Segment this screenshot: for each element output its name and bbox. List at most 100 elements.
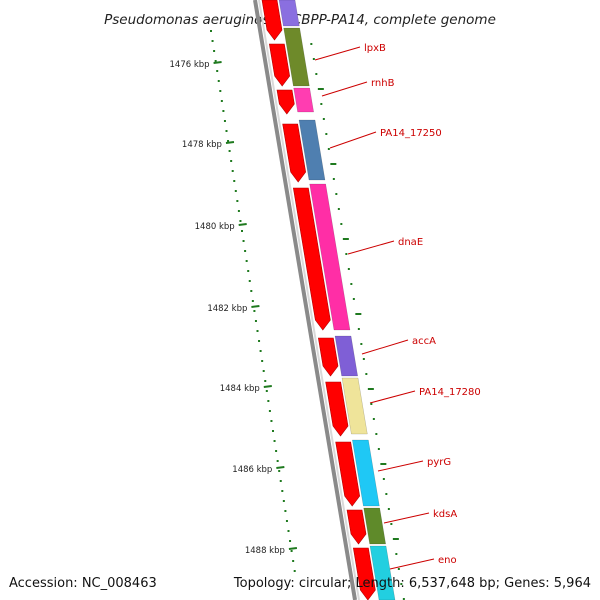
gene-label: kdsA	[433, 509, 457, 520]
cds-arrow	[261, 0, 283, 41]
gc-dot	[293, 570, 296, 572]
cds-arrow	[352, 547, 376, 600]
cds-arrow	[346, 509, 367, 545]
gene-label: lpxB	[364, 43, 386, 54]
ruler-label: 1488 kbp	[245, 546, 285, 556]
ruler-label: 1476 kbp	[170, 60, 210, 70]
gc-dot	[265, 390, 268, 392]
ruler-tick	[276, 466, 285, 469]
gene-block	[283, 27, 310, 87]
gc-dot	[284, 510, 287, 512]
gene-leader-line	[321, 81, 368, 97]
gc-dot	[261, 360, 264, 362]
genome-summary: Topology: circular; Length: 6,537,648 bp…	[233, 576, 591, 591]
gc-dot	[275, 450, 278, 452]
gc-dot	[230, 160, 233, 162]
ruler-label: 1482 kbp	[207, 304, 247, 314]
gc-dot	[234, 190, 237, 192]
gc-dot	[292, 560, 295, 562]
ruler-tick	[288, 547, 298, 550]
gene-block	[298, 119, 326, 181]
gene-leader-line	[347, 240, 395, 255]
gc-dot	[214, 60, 217, 62]
gc-dot	[219, 90, 222, 92]
gene-leader-line	[389, 558, 435, 570]
gc-dot	[287, 530, 290, 532]
gc-dot	[236, 200, 239, 202]
gc-dot	[282, 500, 285, 502]
gc-dot	[211, 40, 214, 42]
gc-dot	[285, 520, 288, 522]
cds-arrow	[292, 187, 331, 331]
gene-label: rnhB	[371, 78, 395, 89]
gene-leader-line	[383, 512, 430, 524]
gc-dot	[281, 490, 284, 492]
gc-dot	[276, 460, 279, 462]
ruler-tick	[213, 61, 222, 64]
gc-dot	[258, 340, 261, 342]
cds-arrow	[325, 381, 349, 437]
cds-arrow	[276, 89, 295, 115]
gc-dot	[239, 220, 242, 222]
ruler-tick	[251, 305, 260, 308]
ruler-label: 1486 kbp	[232, 465, 272, 475]
gene-block	[352, 439, 380, 507]
accession-label: Accession: NC_008463	[9, 576, 157, 591]
gene-label: dnaE	[398, 237, 423, 248]
gene-labels: lpxB rnhB PA14_17250 dnaE accA PA14_17280 pyrG…	[314, 43, 481, 570]
gc-dot	[242, 240, 245, 242]
gc-dot	[256, 330, 259, 332]
gene-block	[309, 183, 351, 331]
gc-dot	[267, 400, 270, 402]
gc-dot	[264, 380, 267, 382]
gc-dot-track	[210, 30, 296, 572]
gc-dot	[253, 310, 256, 312]
gc-dot	[241, 230, 243, 232]
gene-feature-track	[278, 0, 396, 600]
gene-block	[334, 335, 358, 377]
gc-dot	[213, 50, 216, 52]
gc-dot	[248, 280, 251, 282]
gene-label: eno	[438, 555, 457, 566]
backbone-line	[253, 0, 357, 600]
gc-dot	[251, 300, 254, 302]
gene-block	[293, 87, 314, 113]
gene-label: PA14_17250	[380, 128, 442, 139]
ruler-tick	[263, 385, 272, 388]
gc-dot	[223, 120, 226, 122]
gene-leader-line	[361, 339, 409, 355]
gene-leader-line	[329, 131, 377, 149]
gene-leader-line	[314, 46, 361, 61]
gc-dot	[279, 480, 282, 482]
gc-dot	[262, 370, 265, 372]
gc-dot	[290, 550, 293, 552]
ruler: 1476 kbp 1478 kbp 1480 kbp 1482 kbp 1484 kbp…	[170, 60, 298, 556]
gc-dot	[217, 80, 220, 82]
gc-dot	[222, 110, 225, 112]
gc-dot	[244, 250, 247, 252]
cds-arrow	[268, 43, 290, 87]
gene-leader-line	[369, 390, 416, 404]
gene-block	[278, 0, 300, 27]
gc-dot	[289, 540, 292, 542]
gc-dot	[259, 350, 262, 352]
gc-dot	[270, 420, 273, 422]
gc-dot	[245, 260, 248, 262]
cds-arrow	[282, 123, 306, 183]
gc-dot	[268, 410, 271, 412]
gc-dot	[216, 70, 219, 72]
gene-block	[341, 377, 368, 435]
gc-dot	[247, 270, 250, 272]
gene-label: accA	[412, 336, 436, 347]
gc-dot	[237, 210, 240, 212]
gene-block	[369, 545, 396, 600]
gc-dot	[228, 150, 231, 152]
gc-dot	[278, 470, 281, 472]
ruler-label: 1480 kbp	[195, 222, 235, 232]
gc-dot	[272, 430, 274, 432]
ruler-label: 1484 kbp	[220, 384, 260, 394]
cds-strand-track	[261, 0, 376, 600]
cds-arrow	[317, 337, 339, 377]
ruler-label: 1478 kbp	[182, 140, 222, 150]
